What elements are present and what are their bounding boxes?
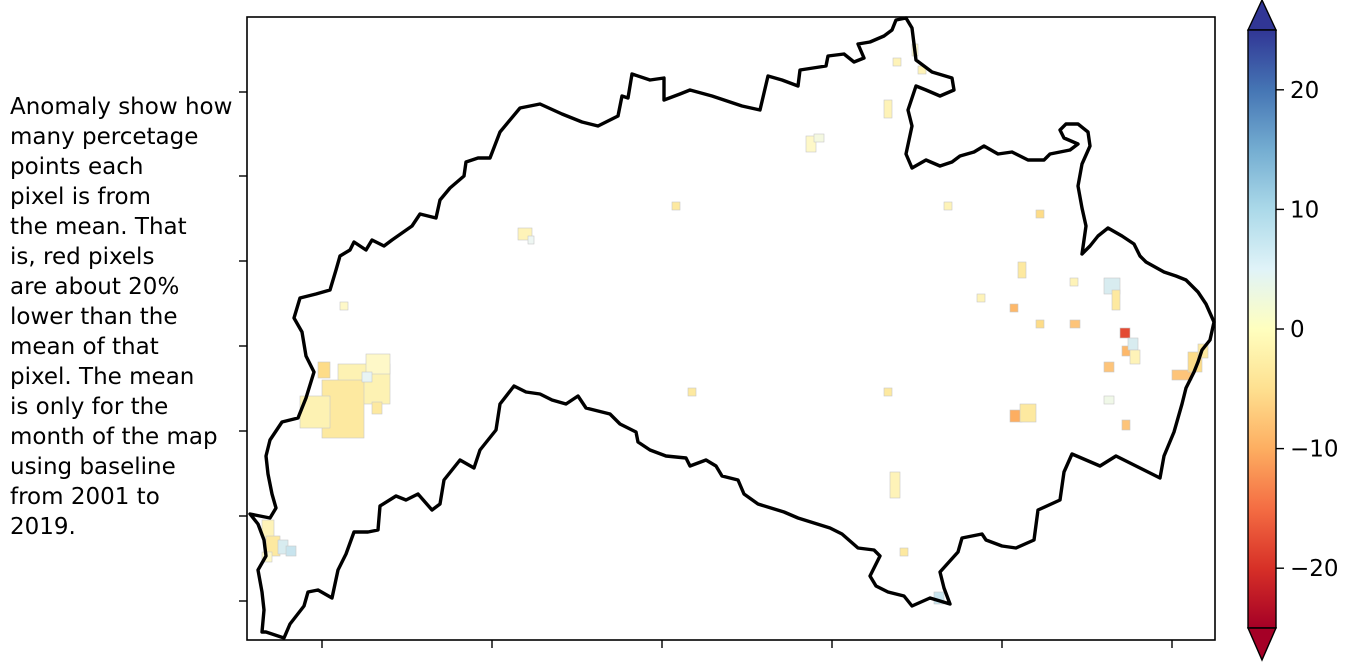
colorbar-tick-label: −10 bbox=[1290, 437, 1339, 463]
annotation-line: lower than the bbox=[10, 304, 178, 330]
annotation-line: is, red pixels bbox=[10, 244, 155, 270]
annotation-line: is only for the bbox=[10, 394, 169, 420]
anomaly-pixels bbox=[261, 43, 1209, 605]
colorbar-tick-label: 10 bbox=[1290, 197, 1319, 223]
colorbar: 20 10 0 −10 −20 bbox=[1246, 0, 1339, 662]
annotation-line: Anomaly show how bbox=[10, 94, 233, 120]
annotation-line: the mean. That bbox=[10, 214, 187, 240]
colorbar-tick-label: −20 bbox=[1290, 556, 1339, 582]
annotation-line: 2019. bbox=[10, 514, 76, 540]
region-boundary bbox=[248, 16, 1216, 640]
annotation-text: Anomaly show how many percetage points e… bbox=[10, 92, 272, 542]
colorbar-tick-label: 20 bbox=[1290, 78, 1319, 104]
colorbar-extend-min bbox=[1246, 627, 1278, 662]
colorbar-tick-label: 0 bbox=[1290, 317, 1305, 343]
colorbar-gradient bbox=[1247, 29, 1277, 629]
colorbar-extend-max bbox=[1246, 0, 1278, 31]
annotation-line: mean of that bbox=[10, 334, 159, 360]
annotation-line: from 2001 to bbox=[10, 484, 160, 510]
annotation-line: points each bbox=[10, 154, 144, 180]
annotation-line: pixel is from bbox=[10, 184, 151, 210]
annotation-line: using baseline bbox=[10, 454, 176, 480]
axis-ticks bbox=[239, 91, 1173, 648]
map-frame bbox=[246, 16, 1216, 641]
annotation-line: are about 20% bbox=[10, 274, 180, 300]
annotation-line: month of the map bbox=[10, 424, 218, 450]
annotation-line: many percetage bbox=[10, 124, 199, 150]
annotation-line: pixel. The mean bbox=[10, 364, 195, 390]
